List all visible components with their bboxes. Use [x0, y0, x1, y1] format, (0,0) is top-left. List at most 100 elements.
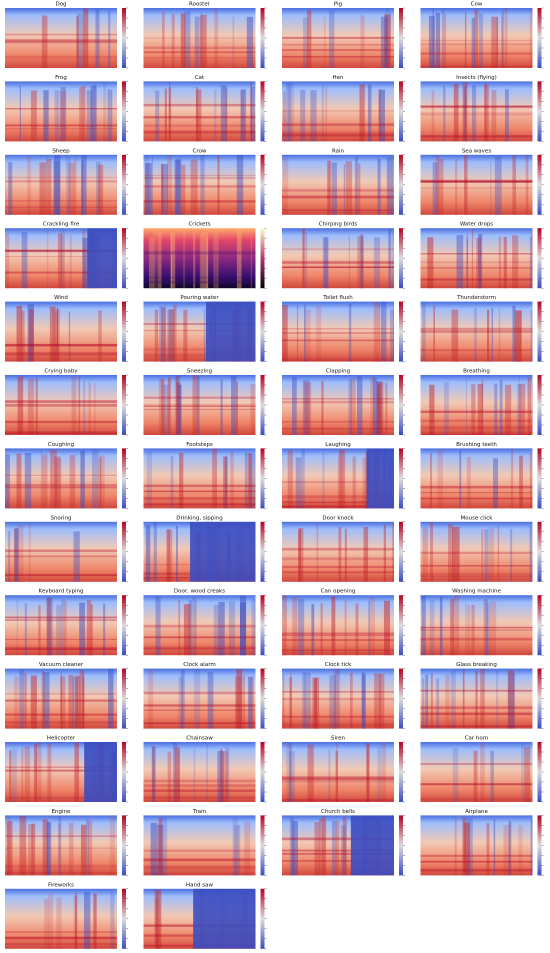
texture-stripe [443, 85, 446, 142]
texture-stripe [79, 87, 83, 142]
texture-stripe [282, 673, 285, 729]
spectrogram-image [5, 8, 117, 68]
texture-stripe [428, 15, 435, 68]
texture-stripe [302, 380, 310, 435]
texture-stripe [530, 309, 533, 362]
texture-band [282, 715, 394, 718]
texture-stripe [384, 9, 391, 68]
texture-stripe [520, 743, 525, 802]
texture-stripe [504, 8, 508, 68]
colorbar [537, 668, 542, 729]
texture-stripe [290, 669, 292, 729]
spectrogram-panel: Helicopter [5, 736, 128, 803]
texture-stripe [479, 232, 481, 289]
texture-stripe [240, 90, 244, 142]
spectrogram-image [420, 595, 533, 656]
texture-stripe [319, 818, 327, 876]
texture-band [143, 691, 256, 695]
texture-band [143, 56, 256, 59]
texture-stripe [487, 309, 490, 362]
texture-stripe [352, 456, 356, 509]
texture-stripe [63, 600, 67, 656]
spectrogram-panel: Crackling fire [5, 222, 128, 289]
texture-band [143, 779, 256, 783]
texture-stripe [184, 11, 190, 68]
texture-band [420, 573, 533, 576]
texture-band [143, 503, 256, 506]
texture-stripe [220, 379, 223, 435]
colorbar [399, 81, 403, 142]
texture-stripe [200, 14, 207, 68]
texture-stripe [481, 529, 484, 582]
spectrogram-panel: Cat [143, 75, 267, 142]
silence-block [190, 521, 256, 582]
texture-band [420, 327, 533, 329]
texture-band [420, 426, 533, 429]
texture-stripe [328, 749, 331, 802]
colorbar [122, 154, 126, 215]
spectrogram-image [420, 375, 533, 435]
texture-band [420, 551, 533, 555]
texture-stripe [484, 83, 487, 142]
spectrogram-image [5, 595, 117, 656]
texture-stripe [82, 672, 84, 729]
texture-stripe [310, 90, 317, 142]
texture-stripe [83, 380, 85, 435]
texture-stripe [41, 454, 48, 509]
texture-band [420, 868, 533, 872]
texture-stripe [499, 380, 503, 435]
spectrogram-texture [143, 742, 256, 802]
texture-band [282, 133, 394, 137]
texture-stripe [250, 81, 252, 142]
texture-stripe [13, 528, 18, 582]
texture-band [420, 328, 533, 332]
spectrogram-panel: Crow [143, 148, 267, 216]
texture-stripe [312, 677, 320, 729]
texture-stripe [154, 309, 159, 362]
texture-band [143, 276, 256, 279]
spectrogram-image [420, 521, 533, 582]
texture-band [5, 942, 117, 946]
texture-stripe [168, 309, 175, 362]
texture-stripe [167, 751, 172, 802]
texture-stripe [54, 456, 61, 509]
spectrogram-panel: Coughing [5, 442, 128, 509]
colorbar [399, 8, 403, 68]
spectrogram-image [420, 301, 533, 362]
spectrogram-image [143, 742, 256, 802]
texture-stripe [8, 530, 10, 582]
texture-stripe [289, 817, 295, 876]
spectrogram-texture [282, 81, 394, 142]
texture-stripe [61, 235, 65, 289]
texture-stripe [348, 379, 352, 435]
texture-band [282, 266, 394, 269]
panel-title: Glass breaking [456, 662, 497, 668]
texture-stripe [88, 382, 91, 435]
colorbar [399, 595, 403, 656]
texture-stripe [510, 529, 513, 582]
spectrogram-image [420, 81, 533, 142]
texture-stripe [218, 601, 225, 656]
texture-band [5, 937, 117, 939]
texture-stripe [196, 86, 198, 142]
colorbar [260, 815, 265, 876]
texture-stripe [463, 822, 470, 876]
texture-stripe [175, 158, 182, 215]
texture-stripe [456, 235, 464, 289]
panel-title: Pig [334, 2, 342, 8]
texture-band [5, 713, 117, 716]
texture-stripe [69, 234, 72, 289]
texture-stripe [525, 155, 529, 215]
texture-stripe [345, 821, 347, 876]
texture-stripe [331, 596, 336, 656]
spectrogram-texture [143, 595, 256, 656]
texture-band [420, 432, 533, 435]
texture-stripe [35, 378, 38, 435]
texture-band [282, 638, 394, 642]
spectrogram-texture [143, 817, 256, 876]
texture-band [420, 762, 533, 765]
texture-stripe [435, 155, 440, 215]
spectrogram-image [5, 448, 117, 509]
texture-stripe [28, 523, 31, 582]
